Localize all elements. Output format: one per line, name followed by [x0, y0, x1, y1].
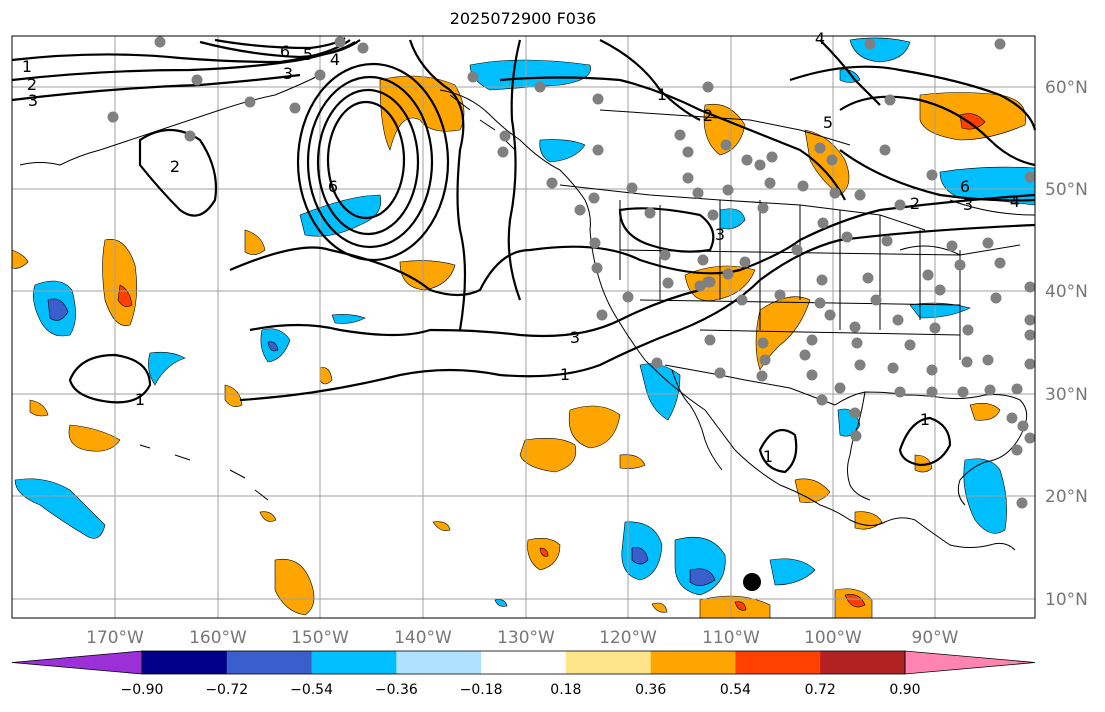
lat-label-20n: 20°N: [1045, 487, 1088, 507]
colorbar: −0.90 −0.72 −0.54 −0.36 −0.18 0.18 0.36 0.54 0.7…: [11, 650, 1036, 698]
coastlines: [19, 74, 1036, 551]
colorbar-bin: [735, 651, 821, 674]
longitude-labels: 170°W 160°W 150°W 140°W 130°W 120°W 110°…: [86, 628, 959, 648]
contour-label-6: 6: [328, 177, 338, 196]
lon-label-100w: 100°W: [804, 628, 862, 648]
colorbar-tick-label: 0.72: [805, 682, 836, 698]
colorbar-tick-label: 0.36: [635, 682, 666, 698]
contour-label-3: 3: [283, 64, 293, 83]
colorbar-tick-label: −0.90: [121, 682, 164, 698]
contour-label-6: 6: [960, 177, 970, 196]
contour-label-2: 2: [910, 194, 920, 213]
latitude-labels: 60°N 50°N 40°N 30°N 20°N 10°N: [1045, 78, 1088, 610]
lon-label-130w: 130°W: [497, 628, 555, 648]
contour-label-3: 3: [963, 195, 973, 214]
contour-label-2: 2: [170, 157, 180, 176]
contour-label-4: 4: [1010, 192, 1020, 211]
colorbar-bin: [396, 651, 482, 674]
contour-label-1: 1: [657, 85, 667, 104]
colorbar-tick-label: −0.18: [460, 682, 503, 698]
contour-label-4: 4: [815, 29, 825, 48]
contour-label-1: 1: [560, 365, 570, 384]
contour-label-3: 3: [570, 328, 580, 347]
lon-label-140w: 140°W: [394, 628, 452, 648]
lat-label-60n: 60°N: [1045, 78, 1088, 98]
colorbar-extend-max: [904, 650, 1036, 675]
contour-label-5: 5: [303, 45, 313, 64]
contour-label-1: 1: [135, 390, 145, 409]
colorbar-outline: [141, 650, 906, 675]
contour-labels: 1 2 3 6 5 4 3 2 6 3 1 1 3 2 1 5 6 2 3 4 …: [22, 29, 1020, 466]
lon-label-90w: 90°W: [912, 628, 959, 648]
contour-label-1: 1: [763, 447, 773, 466]
contours: [11, 37, 1037, 474]
station-markers: [107, 36, 1036, 509]
contour-label-4: 4: [330, 50, 340, 69]
colorbar-bin: [820, 651, 906, 674]
colorbar-bin: [311, 651, 397, 674]
colorbar-tick-label: 0.18: [550, 682, 581, 698]
contour-label-2: 2: [703, 106, 713, 125]
contour-label-3: 3: [715, 225, 725, 244]
lat-label-30n: 30°N: [1045, 385, 1088, 405]
colorbar-tick-label: 0.54: [720, 682, 751, 698]
colorbar-bin: [481, 651, 567, 674]
colorbar-bin: [226, 651, 313, 674]
lon-label-150w: 150°W: [291, 628, 349, 648]
graticule: [12, 36, 1035, 618]
colorbar-extend-min: [11, 650, 143, 675]
contour-label-5: 5: [823, 113, 833, 132]
colorbar-tick-label: −0.36: [375, 682, 418, 698]
contour-label-1: 1: [920, 410, 930, 429]
colorbar-tick-label: 0.90: [889, 682, 920, 698]
figure-title: 2025072900 F036: [449, 9, 597, 28]
lat-label-10n: 10°N: [1045, 590, 1088, 610]
colorbar-bin: [565, 651, 652, 674]
map-frame-bg: [12, 36, 1035, 618]
contour-label-1: 1: [22, 57, 32, 76]
contour-label-2: 2: [27, 75, 37, 94]
storm-center-marker: [743, 573, 761, 591]
lon-label-120w: 120°W: [599, 628, 657, 648]
colorbar-bin: [650, 651, 736, 674]
colorbar-tick-label: −0.54: [290, 682, 333, 698]
lat-label-50n: 50°N: [1045, 180, 1088, 200]
lat-label-40n: 40°N: [1045, 282, 1088, 302]
lon-label-170w: 170°W: [86, 628, 144, 648]
colorbar-tick-label: −0.72: [205, 682, 248, 698]
contour-label-6: 6: [280, 42, 290, 61]
lon-label-110w: 110°W: [702, 628, 760, 648]
lon-label-160w: 160°W: [189, 628, 247, 648]
map-frame: [11, 35, 1036, 619]
colorbar-bin: [142, 651, 228, 674]
contour-label-3: 3: [28, 91, 38, 110]
